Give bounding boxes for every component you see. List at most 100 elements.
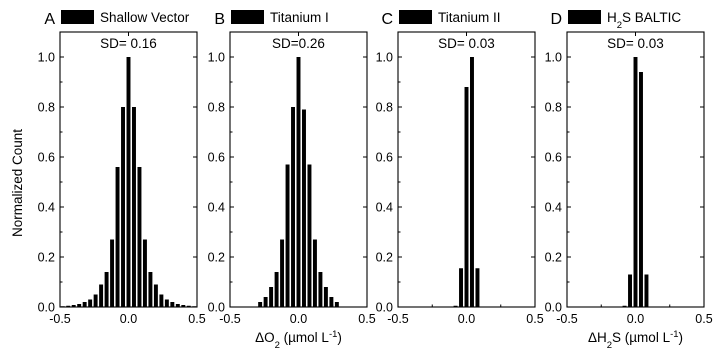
- histogram-bar: [88, 299, 93, 307]
- histogram-bar: [475, 268, 480, 307]
- y-tick-label: 0.2: [38, 251, 55, 265]
- x-tick-label: 0.0: [458, 312, 475, 326]
- histogram-bar: [329, 297, 334, 307]
- y-tick-label: 0.0: [208, 301, 225, 315]
- histogram-bar: [110, 239, 115, 307]
- histogram-bar: [104, 272, 109, 307]
- legend-label: H2S BALTIC: [607, 10, 681, 31]
- y-tick-label: 0.8: [38, 101, 55, 115]
- y-tick-label: 0.4: [38, 201, 55, 215]
- histogram-bar: [280, 239, 285, 307]
- y-tick-label: 0.8: [545, 101, 562, 115]
- histogram-bar: [323, 287, 328, 307]
- y-tick-label: 1.0: [38, 51, 55, 65]
- histogram-bar: [291, 107, 295, 307]
- histogram-bar: [153, 284, 158, 307]
- histogram-bar: [99, 284, 104, 307]
- y-axis-label: Normalized Count: [10, 129, 25, 237]
- histogram-bar: [307, 164, 312, 307]
- histogram-bar: [142, 239, 147, 307]
- legend-swatch: [568, 10, 601, 24]
- histogram-bar: [263, 297, 268, 307]
- histogram-bar: [269, 287, 274, 307]
- histogram-bar: [312, 239, 317, 307]
- y-tick-label: 0.2: [208, 251, 225, 265]
- histogram-bar: [628, 274, 632, 307]
- x-tick-label: 0.5: [526, 312, 543, 326]
- y-tick-label: 0.8: [376, 101, 393, 115]
- legend-label: Titanium II: [438, 10, 501, 25]
- y-tick-label: 1.0: [376, 51, 393, 65]
- histogram-bar: [60, 306, 65, 307]
- x-tick-label: -0.5: [219, 312, 241, 326]
- histogram-bar: [82, 302, 87, 307]
- x-tick-label: 0.0: [120, 312, 137, 326]
- histogram-bar: [115, 167, 120, 307]
- histogram-bar: [644, 274, 649, 307]
- y-tick-label: 0.6: [208, 151, 225, 165]
- panel-letter: D: [550, 11, 562, 28]
- histogram-bar: [622, 305, 627, 307]
- histogram-bar: [639, 72, 643, 307]
- histogram-bar: [302, 109, 306, 307]
- histogram-bar: [77, 304, 82, 307]
- x-tick-label: 0.0: [627, 312, 644, 326]
- x-tick-label: 0.5: [188, 312, 205, 326]
- legend-swatch: [61, 10, 94, 24]
- histogram-bar: [274, 272, 279, 307]
- y-tick-label: 0.6: [38, 151, 55, 165]
- panel-letter: B: [214, 11, 225, 28]
- x-tick-label: -0.5: [49, 312, 71, 326]
- histogram-bar: [181, 305, 186, 307]
- histogram-bar: [296, 57, 301, 307]
- histogram-bar: [633, 57, 638, 307]
- sd-annotation: SD=0.26: [272, 36, 325, 51]
- histogram-bar: [459, 268, 463, 307]
- sd-annotation: SD= 0.16: [100, 36, 157, 51]
- legend-swatch: [231, 10, 264, 24]
- y-tick-label: 0.4: [545, 201, 562, 215]
- histogram-bar: [132, 107, 136, 307]
- legend-label: Titanium I: [270, 10, 329, 25]
- x-tick-label: 0.5: [695, 312, 712, 326]
- x-tick-label: 0.5: [358, 312, 375, 326]
- histogram-bar: [285, 164, 290, 307]
- histogram-bar: [71, 305, 76, 307]
- y-tick-label: 0.6: [376, 151, 393, 165]
- y-tick-label: 0.4: [208, 201, 225, 215]
- x-axis-label: ΔH2S (µmol L-1): [588, 329, 683, 350]
- legend-label: Shallow Vector: [100, 10, 190, 25]
- histogram-bar: [159, 294, 164, 307]
- histogram-bar: [121, 107, 125, 307]
- histogram-bar: [453, 305, 458, 307]
- y-tick-label: 0.2: [376, 251, 393, 265]
- x-tick-label: -0.5: [387, 312, 409, 326]
- legend-swatch: [399, 10, 432, 24]
- y-tick-label: 0.6: [545, 151, 562, 165]
- y-tick-label: 0.0: [376, 301, 393, 315]
- panel-letter: A: [44, 11, 55, 28]
- x-axis-label: ΔO2 (µmol L-1): [255, 329, 342, 350]
- histogram-bar: [318, 272, 323, 307]
- y-tick-label: 0.0: [38, 301, 55, 315]
- panel-b: 0.00.20.40.60.81.0-0.5 0.0 0.5B Titanium IS…: [208, 10, 376, 350]
- y-tick-label: 0.0: [545, 301, 562, 315]
- histogram-bar: [66, 305, 71, 307]
- histogram-bar: [148, 272, 153, 307]
- panels: 0.00.20.40.60.81.0-0.5 0.0 0.5A Shallow Vec…: [38, 10, 713, 350]
- histogram-bar: [93, 294, 98, 307]
- panel-c: 0.00.20.40.60.81.0-0.5 0.0 0.5C Titanium II…: [376, 10, 544, 326]
- histogram-bar: [126, 57, 131, 307]
- y-tick-label: 1.0: [208, 51, 225, 65]
- histogram-bar: [334, 302, 339, 307]
- histogram-bar: [175, 304, 180, 307]
- histogram-bar: [192, 306, 197, 307]
- panel-d: 0.00.20.40.60.81.0-0.5 0.0 0.5D H2S BALTICS…: [545, 10, 713, 350]
- histogram-bar: [186, 305, 191, 307]
- histogram-bar: [464, 87, 469, 307]
- histogram-bar: [470, 57, 474, 307]
- sd-annotation: SD= 0.03: [438, 36, 495, 51]
- y-tick-label: 0.2: [545, 251, 562, 265]
- y-tick-label: 1.0: [545, 51, 562, 65]
